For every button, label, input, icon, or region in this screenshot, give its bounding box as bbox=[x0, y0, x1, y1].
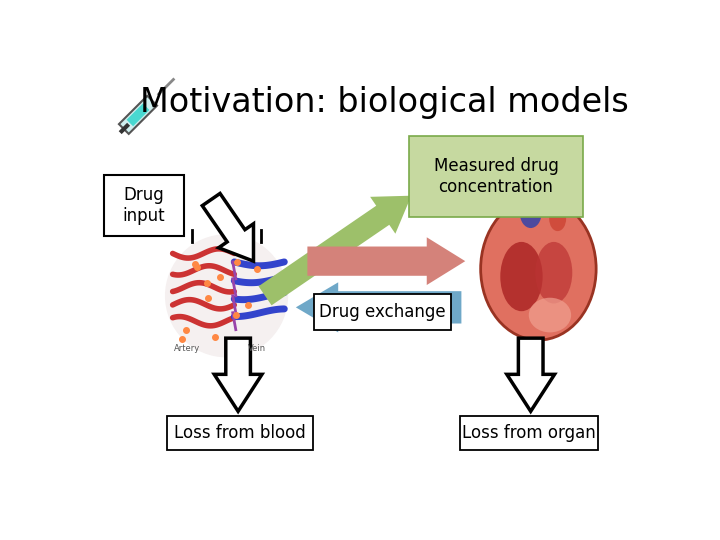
FancyBboxPatch shape bbox=[460, 416, 598, 450]
Polygon shape bbox=[307, 237, 465, 285]
Text: Vein: Vein bbox=[248, 344, 266, 353]
Ellipse shape bbox=[500, 242, 543, 311]
Text: Drug
input: Drug input bbox=[123, 186, 166, 225]
FancyBboxPatch shape bbox=[119, 96, 157, 134]
FancyBboxPatch shape bbox=[409, 136, 583, 217]
Polygon shape bbox=[258, 195, 411, 305]
Ellipse shape bbox=[535, 242, 572, 303]
Polygon shape bbox=[215, 338, 262, 411]
FancyBboxPatch shape bbox=[167, 416, 312, 450]
Ellipse shape bbox=[481, 198, 596, 340]
FancyBboxPatch shape bbox=[104, 175, 184, 236]
Ellipse shape bbox=[549, 206, 566, 231]
FancyBboxPatch shape bbox=[127, 104, 150, 126]
FancyBboxPatch shape bbox=[314, 294, 451, 330]
Polygon shape bbox=[507, 338, 554, 411]
Ellipse shape bbox=[165, 234, 288, 357]
Polygon shape bbox=[296, 282, 462, 333]
Text: Measured drug
concentration: Measured drug concentration bbox=[433, 157, 559, 196]
Text: Loss from organ: Loss from organ bbox=[462, 424, 595, 442]
Text: Drug exchange: Drug exchange bbox=[319, 303, 446, 321]
Polygon shape bbox=[202, 193, 253, 261]
Ellipse shape bbox=[520, 199, 541, 228]
Ellipse shape bbox=[528, 298, 571, 333]
Text: Motivation: biological models: Motivation: biological models bbox=[140, 86, 629, 119]
Text: Artery: Artery bbox=[174, 344, 200, 353]
Text: Loss from blood: Loss from blood bbox=[174, 424, 306, 442]
